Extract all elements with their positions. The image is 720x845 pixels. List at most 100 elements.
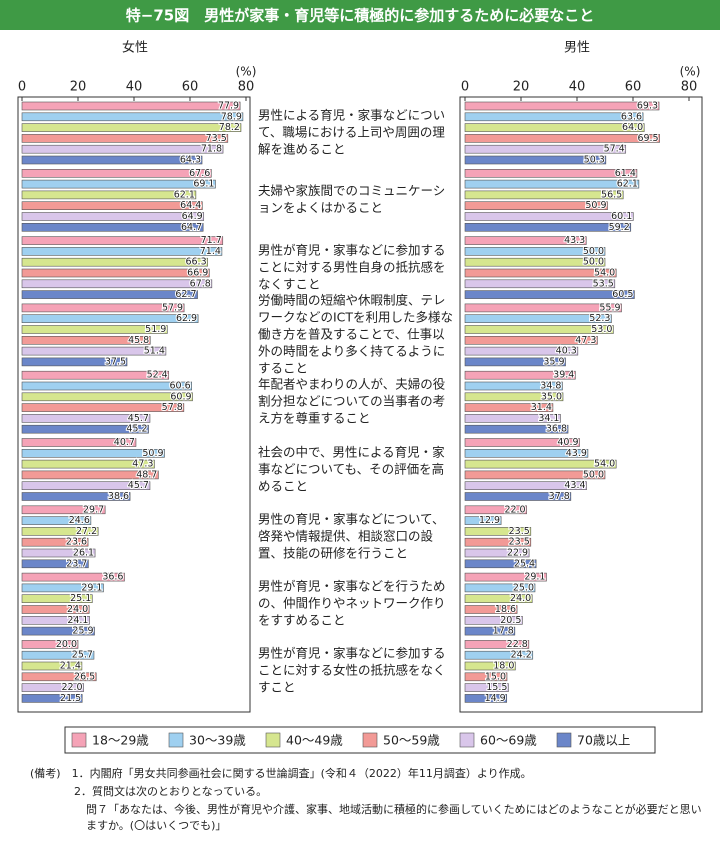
legend-label: 70歳以上	[577, 733, 630, 748]
value-label: 61.4	[615, 168, 636, 179]
category-label: 労働時間の短縮や休暇制度、テレワークなどのICTを利用した多様な働き方を普及する…	[258, 292, 454, 376]
bar	[21, 683, 84, 692]
bar	[464, 392, 564, 402]
value-label: 50.0	[583, 257, 604, 268]
value-label: 23.5	[509, 526, 530, 537]
bar	[464, 247, 606, 256]
value-label: 54.0	[594, 268, 615, 279]
bar	[464, 257, 606, 267]
bar	[21, 661, 83, 671]
value-label: 69.5	[637, 133, 658, 144]
bar	[464, 683, 509, 692]
x-tick-label: 0	[18, 80, 26, 95]
bar	[464, 223, 632, 232]
value-label: 22.0	[61, 682, 82, 693]
value-label: 22.9	[507, 548, 528, 559]
bar	[21, 537, 89, 547]
bar	[21, 505, 106, 515]
bar	[464, 672, 508, 682]
panel-title: 男性	[564, 41, 590, 56]
bar	[21, 640, 79, 649]
bar	[464, 357, 566, 367]
bar	[21, 626, 95, 636]
bar	[21, 190, 197, 200]
bar	[21, 448, 165, 458]
value-label: 64.3	[180, 155, 201, 166]
value-label: 78.2	[219, 122, 240, 133]
value-label: 78.9	[221, 111, 242, 122]
bar	[21, 572, 125, 582]
bar	[21, 403, 185, 412]
bar	[21, 314, 199, 324]
value-label: 25.1	[70, 593, 91, 604]
bar	[21, 424, 149, 434]
bar	[21, 605, 90, 614]
value-label: 50.9	[142, 448, 163, 459]
value-label: 25.7	[72, 650, 93, 661]
value-label: 14.9	[485, 693, 506, 704]
value-label: 43.4	[564, 480, 585, 491]
legend-swatch	[71, 732, 87, 748]
bar	[21, 290, 198, 299]
bar	[21, 236, 224, 245]
bar	[464, 459, 617, 469]
value-label: 24.6	[69, 515, 90, 526]
value-label: 48.7	[136, 469, 157, 480]
value-label: 22.0	[504, 504, 525, 515]
value-label: 26.5	[74, 671, 95, 682]
x-tick-label: 20	[513, 80, 530, 95]
bar	[464, 190, 624, 200]
bar	[464, 572, 547, 582]
bar	[21, 492, 131, 501]
value-label: 18.0	[493, 661, 514, 672]
bar	[21, 325, 168, 334]
panel-frame	[459, 96, 703, 713]
value-label: 15.0	[485, 671, 506, 682]
value-label: 66.3	[185, 257, 206, 268]
value-label: 63.6	[621, 111, 642, 122]
note: (備考) 1．内閣府「男女共同参画社会に関する世論調査」(令和４（2022）年1…	[30, 767, 532, 780]
bar	[464, 505, 527, 515]
value-label: 18.6	[495, 604, 516, 615]
value-label: 24.0	[67, 604, 88, 615]
bar	[464, 290, 635, 299]
value-label: 67.8	[190, 278, 211, 289]
bar	[464, 123, 645, 132]
bar	[464, 236, 587, 245]
value-label: 57.8	[162, 402, 183, 413]
x-tick-label: 0	[461, 80, 469, 95]
value-label: 36.6	[102, 572, 123, 583]
bar	[464, 605, 518, 614]
value-label: 15.5	[486, 682, 507, 693]
x-tick-label: 40	[126, 80, 143, 95]
bar	[21, 257, 208, 267]
value-label: 53.0	[591, 324, 612, 335]
bar	[464, 492, 572, 501]
value-label: 73.5	[206, 133, 227, 144]
value-label: 62.1	[617, 179, 638, 190]
value-label: 17.8	[493, 626, 514, 637]
bar	[21, 123, 242, 132]
value-label: 25.0	[513, 582, 534, 593]
bar	[21, 559, 89, 569]
category-label: 男性が育児・家事などに参加することに対する男性自身の抵抗感をなくすこと	[258, 242, 446, 292]
bar	[464, 212, 634, 221]
bar	[464, 537, 532, 547]
bar	[21, 381, 192, 391]
value-label: 35.0	[541, 391, 562, 402]
bar	[21, 414, 151, 423]
bar	[21, 223, 204, 232]
value-label: 43.9	[566, 448, 587, 459]
bar	[21, 346, 167, 356]
value-label: 40.7	[114, 437, 135, 448]
value-label: 57.9	[162, 302, 183, 313]
chart-title: 特−75図 男性が家事・育児等に積極的に参加するために必要なこと	[126, 7, 594, 25]
value-label: 69.1	[193, 179, 214, 190]
bar	[21, 357, 128, 367]
value-label: 21.4	[60, 661, 81, 672]
value-label: 60.1	[611, 211, 632, 222]
value-label: 64.4	[180, 200, 201, 211]
value-label: 34.8	[540, 381, 561, 392]
value-label: 50.0	[583, 469, 604, 480]
bar	[464, 559, 537, 569]
